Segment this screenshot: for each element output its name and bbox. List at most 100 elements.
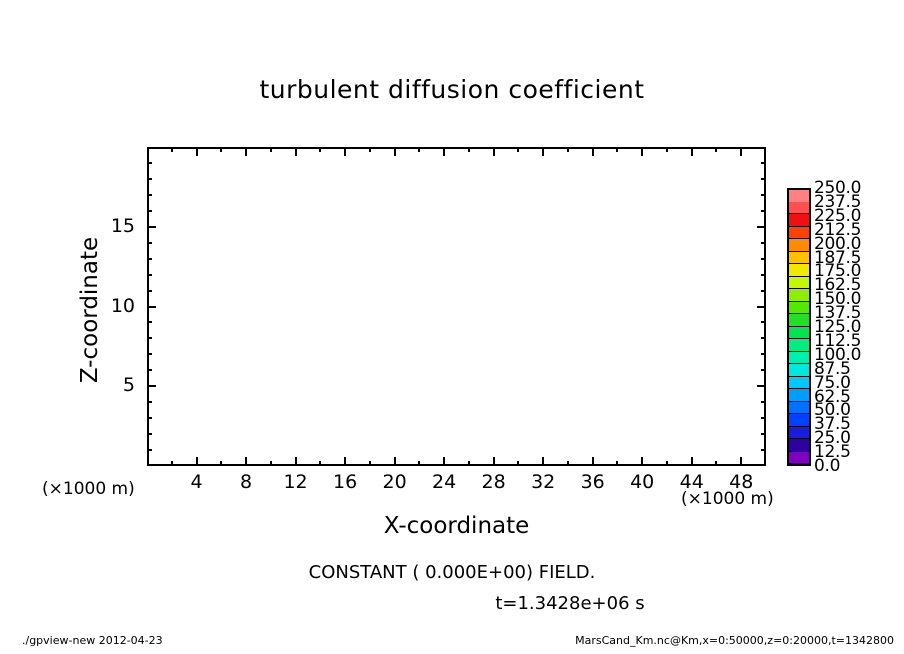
x-tick-top-minor	[368, 147, 371, 152]
x-axis-unit-left: (×1000 m)	[42, 479, 135, 499]
colorbar-tick-label: 150.0	[814, 289, 862, 310]
x-tick-minor	[220, 461, 223, 466]
colorbar-tick-label: 237.5	[814, 191, 862, 212]
x-tick-top-minor	[269, 147, 272, 152]
x-tick-top-major	[492, 147, 495, 156]
y-tick-label: 5	[122, 374, 135, 397]
x-tick-top-major	[344, 147, 347, 156]
x-axis-unit-right: (×1000 m)	[681, 489, 774, 509]
colorbar-tick-label: 37.5	[814, 414, 851, 435]
x-tick-top-minor	[665, 147, 668, 152]
y-tick-minor	[147, 337, 152, 340]
y-tick-minor	[147, 417, 152, 420]
colorbar-segment	[789, 414, 809, 427]
colorbar-segment	[789, 301, 809, 314]
x-tick-top-major	[690, 147, 693, 156]
colorbar-segment	[789, 264, 809, 277]
y-tick-right-minor	[761, 241, 766, 244]
colorbar-segment	[789, 451, 809, 464]
colorbar-tick-label: 12.5	[814, 442, 851, 463]
y-tick-right-minor	[761, 417, 766, 420]
x-tick-major	[195, 457, 198, 466]
x-tick-minor	[566, 461, 569, 466]
colorbar-segment	[789, 439, 809, 452]
colorbar-tick-label: 175.0	[814, 261, 862, 282]
x-tick-label: 48	[729, 471, 754, 493]
x-tick-major	[542, 457, 545, 466]
x-tick-top-minor	[566, 147, 569, 152]
plot-area	[147, 147, 766, 466]
footer-command: ./gpview-new 2012-04-23	[22, 634, 163, 647]
colorbar-segment	[789, 226, 809, 239]
x-tick-minor	[170, 461, 173, 466]
y-tick-minor	[147, 161, 152, 164]
y-tick-right-major	[757, 225, 766, 228]
y-tick-minor	[147, 177, 152, 180]
y-tick-right-minor	[761, 369, 766, 372]
y-tick-minor	[147, 209, 152, 212]
x-axis-title: X-coordinate	[383, 513, 530, 539]
x-tick-label: 32	[531, 471, 556, 493]
x-tick-minor	[467, 461, 470, 466]
axis-tick-layer	[147, 147, 766, 466]
x-tick-top-minor	[220, 147, 223, 152]
x-tick-top-minor	[319, 147, 322, 152]
x-tick-label: 40	[630, 471, 655, 493]
colorbar-tick-label: 0.0	[814, 456, 841, 476]
y-tick-right-minor	[761, 161, 766, 164]
y-tick-major	[147, 305, 156, 308]
x-tick-top-minor	[616, 147, 619, 152]
colorbar-tick-label: 125.0	[814, 317, 862, 337]
colorbar-tick-label: 250.0	[814, 178, 862, 198]
x-tick-top-major	[740, 147, 743, 156]
x-tick-minor	[269, 461, 272, 466]
x-tick-top-major	[542, 147, 545, 156]
x-tick-label: 36	[580, 471, 605, 493]
x-tick-label: 16	[332, 471, 358, 493]
x-tick-label: 8	[239, 471, 253, 493]
x-tick-major	[294, 457, 297, 466]
y-tick-minor	[147, 289, 152, 292]
colorbar-segment	[789, 401, 809, 414]
colorbar-segment	[789, 239, 809, 252]
colorbar-segment	[789, 326, 809, 339]
colorbar-tick-label: 112.5	[814, 330, 862, 351]
y-tick-label: 15	[110, 214, 135, 237]
x-tick-top-minor	[517, 147, 520, 152]
x-tick-major	[690, 457, 693, 466]
x-tick-minor	[368, 461, 371, 466]
colorbar	[787, 188, 811, 466]
y-tick-right-minor	[761, 321, 766, 324]
x-tick-top-minor	[418, 147, 421, 152]
x-tick-major	[641, 457, 644, 466]
time-annotation: t=1.3428e+06 s	[495, 593, 645, 614]
x-tick-top-minor	[715, 147, 718, 152]
x-tick-top-minor	[467, 147, 470, 152]
colorbar-segment	[789, 201, 809, 214]
x-tick-minor	[715, 461, 718, 466]
colorbar-tick-label: 200.0	[814, 233, 862, 254]
x-tick-minor	[665, 461, 668, 466]
y-tick-right-major	[757, 385, 766, 388]
y-tick-right-minor	[761, 193, 766, 196]
y-tick-minor	[147, 433, 152, 436]
x-tick-top-major	[443, 147, 446, 156]
y-tick-major	[147, 385, 156, 388]
y-tick-right-minor	[761, 177, 766, 180]
x-tick-major	[443, 457, 446, 466]
x-tick-minor	[418, 461, 421, 466]
x-tick-top-minor	[170, 147, 173, 152]
y-tick-minor	[147, 353, 152, 356]
x-tick-label: 24	[432, 471, 457, 493]
y-tick-minor	[147, 273, 152, 276]
x-tick-major	[492, 457, 495, 466]
y-tick-right-minor	[761, 273, 766, 276]
y-tick-minor	[147, 193, 152, 196]
y-tick-right-minor	[761, 257, 766, 260]
x-tick-label: 12	[283, 471, 308, 493]
colorbar-segment	[789, 289, 809, 302]
y-tick-minor	[147, 401, 152, 404]
y-tick-minor	[147, 257, 152, 260]
